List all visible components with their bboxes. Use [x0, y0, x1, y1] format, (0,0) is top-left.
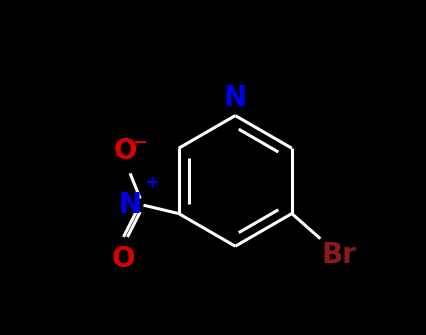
Text: −: − [132, 134, 147, 151]
Text: N: N [223, 84, 246, 112]
Text: O: O [112, 245, 135, 273]
Text: +: + [144, 174, 159, 192]
Text: Br: Br [321, 241, 356, 269]
Text: N: N [118, 191, 141, 219]
Text: O: O [113, 137, 136, 165]
